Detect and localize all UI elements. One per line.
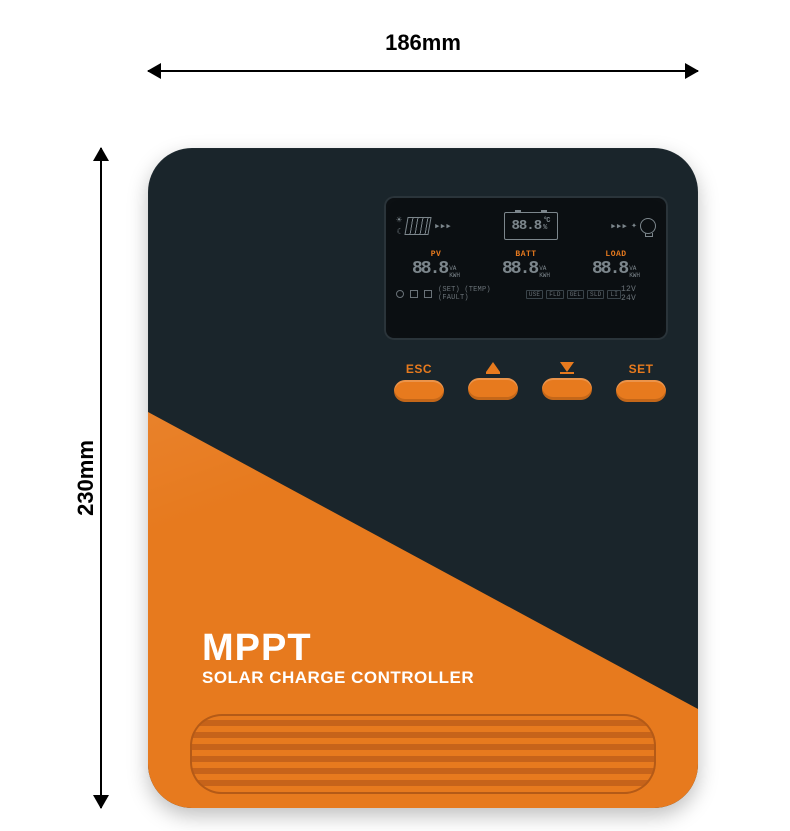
- lcd-row-values: PV 88.8 VA KWH BATT 88.8 VA: [396, 250, 656, 279]
- lcd-screen: ☀☾ ▸▸▸ 88.8 °C %: [384, 196, 668, 340]
- esc-button[interactable]: [394, 380, 444, 402]
- arrow-right-icon: [685, 63, 699, 79]
- lcd-batt-unit-bot: %: [543, 224, 546, 232]
- lcd-batt-unit-top: VA: [539, 265, 546, 272]
- lcd-batt-center-value: 88.8: [511, 218, 541, 234]
- lcd-pv-value: 88.8: [412, 259, 447, 279]
- lcd-load-block: LOAD 88.8 VA KWH: [576, 250, 656, 279]
- lcd-batt-unit-bot: KWH: [539, 272, 550, 279]
- mode-chip: FLD: [546, 290, 563, 299]
- lcd-batt-label: BATT: [515, 250, 536, 259]
- dimension-height-label: 230mm: [73, 430, 99, 526]
- set-button-group: SET: [616, 362, 666, 402]
- fault-icon: [424, 290, 432, 298]
- solar-panel-icon: [404, 217, 431, 235]
- lcd-row-icons: ☀☾ ▸▸▸ 88.8 °C %: [396, 206, 656, 246]
- device-body: ☀☾ ▸▸▸ 88.8 °C %: [148, 148, 698, 808]
- lcd-solar-group: ☀☾ ▸▸▸: [396, 215, 451, 237]
- lcd-pv-label: PV: [431, 250, 442, 259]
- dimension-height-line: [100, 148, 102, 808]
- lcd-voltage-label: 12V 24V: [621, 285, 656, 303]
- bottom-ribbed-strip: [190, 714, 656, 794]
- button-row: ESC SET: [394, 362, 666, 402]
- lcd-load-unit-bot: KWH: [629, 272, 640, 279]
- dimension-width: 186mm: [148, 56, 698, 86]
- lcd-load-group: ▸▸▸ ✦: [610, 218, 656, 234]
- bulb-icon: [640, 218, 656, 234]
- mode-chip: USE: [526, 290, 543, 299]
- lcd-status-left: (SET) (TEMP) (FAULT): [396, 286, 526, 302]
- lcd-load-value: 88.8: [592, 259, 627, 279]
- mode-chip: LI: [607, 290, 621, 299]
- flow-arrow-icon: ▸▸▸: [434, 219, 451, 233]
- arrow-up-icon: [93, 147, 109, 161]
- arrow-down-icon: [93, 795, 109, 809]
- mode-chip: SLD: [587, 290, 604, 299]
- esc-button-group: ESC: [394, 362, 444, 402]
- bulb-rays-icon: ✦: [631, 220, 636, 232]
- sun-moon-icon: ☀☾: [396, 215, 402, 237]
- lcd-load-label: LOAD: [605, 250, 626, 259]
- up-button-group: [468, 362, 518, 402]
- lcd-battery-group: 88.8 °C %: [504, 212, 558, 240]
- flow-arrow-icon: ▸▸▸: [610, 219, 627, 233]
- lcd-pv-unit-bot: KWH: [449, 272, 460, 279]
- set-button[interactable]: [616, 380, 666, 402]
- lcd-load-unit-top: VA: [629, 265, 636, 272]
- diagram-canvas: 186mm 230mm ☀☾ ▸▸▸ 88.8: [0, 0, 790, 831]
- temp-icon: [410, 290, 418, 298]
- lcd-row-status: (SET) (TEMP) (FAULT) USE FLD GEL SLD LI …: [396, 285, 656, 303]
- lcd-pv-block: PV 88.8 VA KWH: [396, 250, 476, 279]
- esc-button-label: ESC: [406, 362, 432, 376]
- lcd-pv-unit-top: VA: [449, 265, 456, 272]
- arrow-left-icon: [147, 63, 161, 79]
- gear-icon: [396, 290, 404, 298]
- dimension-width-label: 186mm: [375, 30, 471, 56]
- up-button[interactable]: [468, 378, 518, 400]
- triangle-down-icon: [560, 362, 574, 372]
- dimension-width-line: [148, 70, 698, 72]
- mode-chip: GEL: [567, 290, 584, 299]
- down-button[interactable]: [542, 378, 592, 400]
- lcd-status-left-labels: (SET) (TEMP) (FAULT): [438, 286, 526, 302]
- triangle-up-icon: [486, 362, 500, 372]
- branding-subtitle: SOLAR CHARGE CONTROLLER: [202, 668, 474, 688]
- set-button-label: SET: [629, 362, 654, 376]
- lcd-batt-value: 88.8: [502, 259, 537, 279]
- lcd-batt-block: BATT 88.8 VA KWH: [486, 250, 566, 279]
- dimension-height: 230mm: [86, 148, 116, 808]
- branding-block: MPPT SOLAR CHARGE CONTROLLER: [202, 627, 474, 688]
- branding-title: MPPT: [202, 627, 474, 670]
- lcd-mode-chips: USE FLD GEL SLD LI: [526, 290, 621, 299]
- battery-icon: 88.8 °C %: [504, 212, 558, 240]
- down-button-group: [542, 362, 592, 402]
